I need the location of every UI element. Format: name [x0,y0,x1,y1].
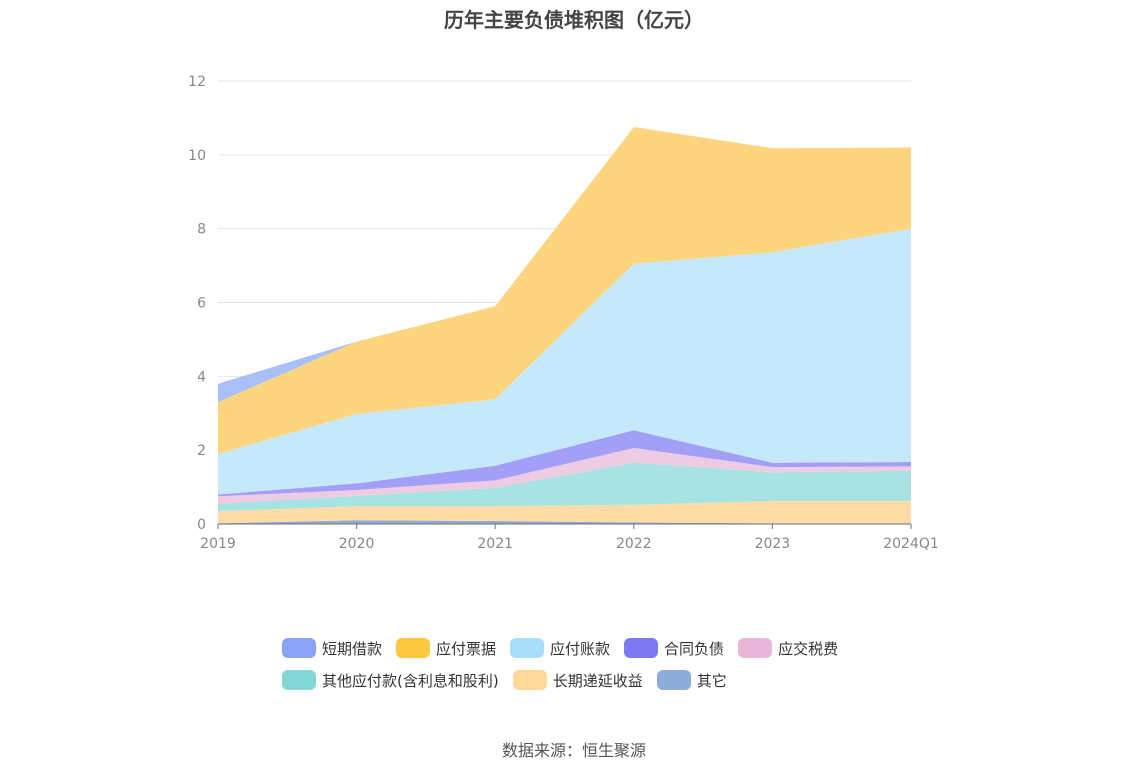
y-tick-label: 4 [197,369,206,385]
legend-item-deferred-income[interactable]: 长期递延收益 [512,669,643,691]
legend-item-taxes-payable[interactable]: 应交税费 [738,637,838,659]
x-tick-label: 2024Q1 [883,536,939,552]
legend-label: 其它 [696,671,727,690]
legend-swatch-other-payables [282,670,316,690]
legend-item-other[interactable]: 其它 [656,669,727,691]
y-tick-label: 6 [197,296,206,312]
legend-label: 应交税费 [778,639,839,658]
legend-label: 合同负债 [664,639,725,658]
series-area-1[interactable] [218,501,911,524]
x-tick-label: 2023 [755,536,791,552]
legend-label: 应付票据 [436,639,497,658]
y-tick-label: 0 [197,517,206,533]
series-area-5[interactable] [218,228,911,495]
x-tick-label: 2020 [339,536,375,552]
axes: 0 2 4 6 8 10 12 2019 2020 2021 2022 2023 2024Q1 [188,74,939,552]
series-area-2[interactable] [218,462,911,512]
legend-label: 长期递延收益 [552,671,643,690]
legend-label: 其他应付款(含利息和股利) [322,671,499,690]
legend-swatch-other [656,670,691,690]
x-tick-label: 2019 [200,536,236,552]
chart-plot-area: 0 2 4 6 8 10 12 2019 2020 2021 2022 2023 2024Q1 [188,74,939,552]
legend: 短期借款 应付票据 应付账款 合同负债 应交税费 其他应付款(含利息和股利) 长… [282,637,902,691]
y-tick-label: 2 [197,443,206,459]
legend-swatch-contract-liabilities [624,638,659,658]
series-area-4[interactable] [218,430,911,497]
data-source-note: 数据来源：恒生聚源 [501,741,646,760]
y-tick-label: 10 [188,148,206,164]
y-tick-label: 8 [197,222,206,238]
legend-item-contract-liabilities[interactable]: 合同负债 [624,637,724,659]
series-areas [218,127,911,524]
legend-swatch-accounts-payable [510,638,545,658]
series-area-0[interactable] [218,520,911,524]
legend-swatch-notes-payable [396,638,431,658]
legend-swatch-short-term-loans [282,638,316,658]
chart-title: 历年主要负债堆积图（亿元） [444,8,704,32]
x-tick-label: 2022 [616,536,652,552]
legend-swatch-deferred-income [512,670,547,690]
legend-item-short-term-loans[interactable]: 短期借款 [282,637,382,659]
legend-label: 应付账款 [550,639,611,658]
x-tick-label: 2021 [477,536,513,552]
y-tick-label: 12 [188,74,206,90]
legend-label: 短期借款 [322,639,383,658]
series-area-3[interactable] [218,448,911,504]
legend-item-accounts-payable[interactable]: 应付账款 [510,637,610,659]
legend-item-notes-payable[interactable]: 应付票据 [396,637,496,659]
legend-swatch-taxes-payable [738,638,773,658]
legend-item-other-payables[interactable]: 其他应付款(含利息和股利) [282,669,499,691]
series-area-6[interactable] [218,127,911,454]
